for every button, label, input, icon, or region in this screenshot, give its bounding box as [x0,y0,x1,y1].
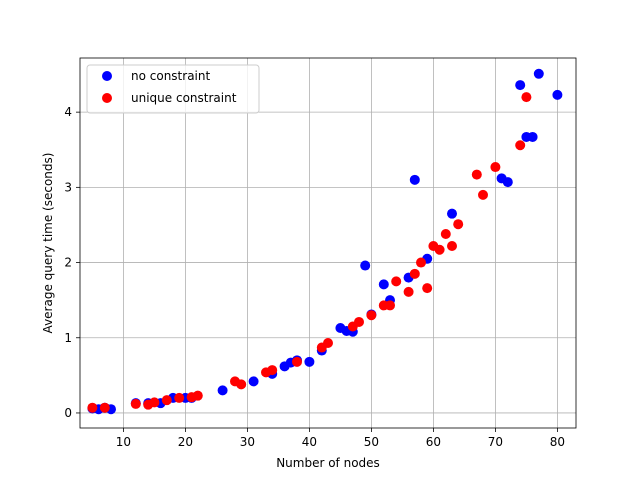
point-unique-constraint [515,140,526,151]
point-unique-constraint [292,356,302,367]
point-no-constraint [304,356,315,367]
x-tick-label: 80 [550,435,565,449]
point-no-constraint [248,376,259,387]
point-unique-constraint [440,228,451,239]
x-tick-label: 70 [488,435,503,449]
x-axis-ticks: 10 20 30 40 50 60 70 80 [116,428,565,449]
point-no-constraint [447,208,457,219]
point-unique-constraint [416,257,426,268]
point-no-constraint [527,131,538,142]
point-unique-constraint [99,402,110,413]
x-tick-label: 10 [116,435,131,449]
point-unique-constraint [192,390,203,401]
legend-box [86,64,260,114]
point-unique-constraint [385,300,395,311]
x-tick-label: 50 [364,435,379,449]
point-no-constraint [552,89,563,100]
x-tick-label: 60 [426,435,441,449]
point-unique-constraint [354,316,364,327]
y-tick-label: 0 [64,406,72,420]
point-unique-constraint [447,241,457,252]
legend-marker-unique-constraint [102,93,112,103]
point-unique-constraint [471,169,482,180]
point-unique-constraint [149,397,160,408]
point-unique-constraint [174,392,185,403]
y-axis-ticks: 0 1 2 3 4 [64,105,80,420]
point-no-constraint [217,385,228,396]
legend: no constraint unique constraint [86,64,260,114]
plot-frame [79,57,577,429]
point-unique-constraint [366,310,377,321]
point-no-constraint [515,80,526,91]
y-tick-label: 3 [64,180,72,194]
point-unique-constraint [161,395,172,406]
point-unique-constraint [323,338,333,349]
legend-label-no-constraint: no constraint [131,69,210,83]
y-tick-label: 4 [64,105,72,119]
point-unique-constraint [453,219,464,230]
y-axis-label: Average query time (seconds) [41,153,55,334]
legend-marker-no-constraint [102,71,112,81]
point-unique-constraint [409,268,420,279]
grid-lines [80,58,576,428]
point-unique-constraint [391,276,402,287]
y-tick-label: 2 [64,256,72,270]
point-no-constraint [502,177,513,188]
x-tick-label: 30 [240,435,255,449]
point-no-constraint [409,174,420,185]
y-tick-label: 1 [64,331,72,345]
x-tick-label: 40 [302,435,317,449]
point-unique-constraint [130,398,141,409]
point-unique-constraint [434,244,445,255]
data-points [87,68,563,415]
point-unique-constraint [403,286,414,297]
legend-label-unique-constraint: unique constraint [131,91,237,105]
point-unique-constraint [267,365,278,376]
point-unique-constraint [521,92,532,103]
point-no-constraint [533,68,544,79]
point-unique-constraint [490,162,501,173]
point-no-constraint [360,260,371,271]
point-no-constraint [378,279,389,290]
point-unique-constraint [478,189,488,200]
point-unique-constraint [422,283,433,294]
x-axis-label: Number of nodes [276,456,380,470]
x-tick-label: 20 [178,435,193,449]
point-unique-constraint [236,379,247,390]
point-unique-constraint [87,402,98,413]
